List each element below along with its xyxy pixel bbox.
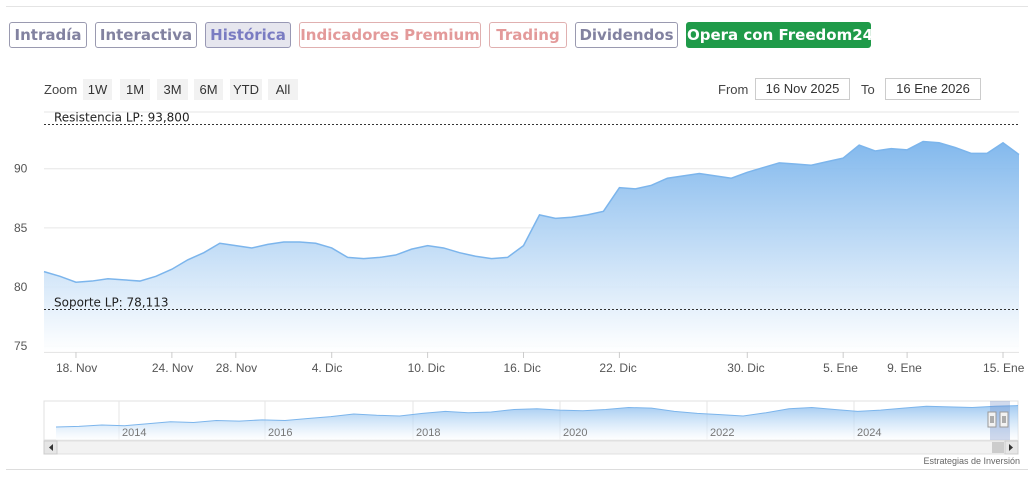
chevron-right-icon — [1009, 444, 1013, 451]
zoom-3m-button[interactable]: 3M — [157, 79, 188, 100]
scrollbar-track — [43, 440, 1019, 455]
navigator-line — [55, 405, 1019, 428]
zoom-label: Zoom — [44, 82, 78, 97]
resistance-label: Resistencia LP: 93,800 — [54, 111, 190, 125]
y-tick-label: 90 — [14, 162, 28, 176]
y-tick-label: 80 — [14, 280, 28, 294]
navigator-handle-right[interactable] — [999, 411, 1009, 428]
range-from-label: From — [718, 82, 749, 97]
bottom-divider — [6, 469, 1028, 470]
x-tick-label: 28. Nov — [216, 361, 257, 375]
tab-dividendos[interactable]: Dividendos — [575, 22, 678, 48]
zoom-1m-button[interactable]: 1M — [120, 79, 150, 100]
x-tick-label: 18. Nov — [56, 361, 97, 375]
x-tick-label: 9. Ene — [887, 361, 922, 375]
x-tick-label: 5. Ene — [823, 361, 858, 375]
x-tick-label: 16. Dic — [504, 361, 541, 375]
navigator-year-label: 2022 — [710, 427, 734, 439]
zoom-ytd-button[interactable]: YTD — [230, 79, 262, 100]
zoom-1w-button[interactable]: 1W — [83, 79, 112, 100]
tab-trading[interactable]: Trading — [489, 22, 567, 48]
opera-con-freedom24-button[interactable]: Opera con Freedom24 — [686, 22, 873, 48]
support-label: Soporte LP: 78,113 — [54, 296, 169, 310]
series-line — [43, 140, 1020, 284]
navigator-year-label: 2014 — [122, 427, 146, 439]
scrollbar-thumb[interactable] — [992, 442, 1004, 453]
navigator-year-label: 2018 — [416, 427, 440, 439]
navigator-year-label: 2020 — [563, 427, 587, 439]
range-from-input[interactable]: 16 Nov 2025 — [755, 78, 850, 100]
navigator-area — [56, 405, 1018, 440]
tab-historica[interactable]: Histórica — [205, 22, 291, 48]
zoom-all-button[interactable]: All — [268, 79, 298, 100]
range-to-label: To — [861, 82, 875, 97]
x-tick-label: 24. Nov — [152, 361, 193, 375]
navigator-year-label: 2024 — [857, 427, 881, 439]
top-divider — [6, 6, 1028, 7]
y-tick-label: 85 — [14, 221, 28, 235]
chevron-left-icon — [49, 444, 53, 451]
chart-credit: Estrategias de Inversión — [923, 456, 1020, 466]
range-to-input[interactable]: 16 Ene 2026 — [885, 78, 981, 100]
x-tick-label: 30. Dic — [727, 361, 764, 375]
zoom-6m-button[interactable]: 6M — [194, 79, 223, 100]
y-tick-label: 75 — [14, 339, 28, 353]
tab-interactiva[interactable]: Interactiva — [95, 22, 197, 48]
navigator-year-label: 2016 — [268, 427, 292, 439]
navigator-handle-left[interactable] — [987, 411, 997, 428]
x-tick-label: 22. Dic — [599, 361, 636, 375]
x-tick-label: 15. Ene — [983, 361, 1025, 375]
series-area — [44, 141, 1019, 352]
x-tick-label: 4. Dic — [312, 361, 343, 375]
tab-intradia[interactable]: Intradía — [9, 22, 87, 48]
x-tick-label: 10. Dic — [408, 361, 445, 375]
tab-indicadores-premium[interactable]: Indicadores Premium — [299, 22, 481, 48]
